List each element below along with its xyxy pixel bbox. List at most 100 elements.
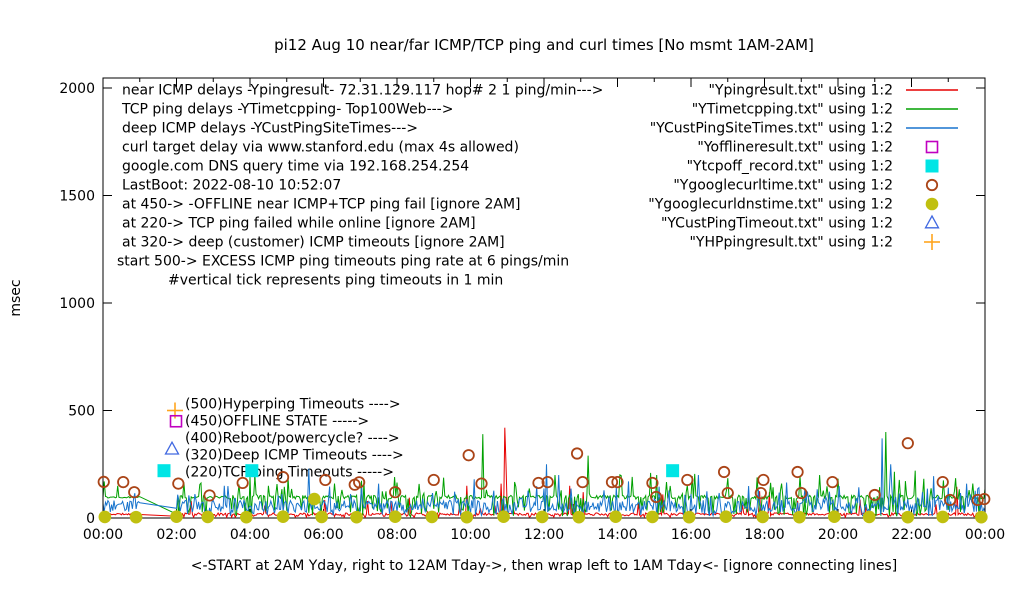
open-circle-point: [570, 447, 584, 460]
y-tick-label: 500: [68, 404, 95, 420]
value-label-marker: [157, 464, 171, 478]
annotation-line: start 500-> EXCESS ICMP ping timeouts pi…: [117, 254, 569, 270]
scatter-Ygooglecurldnstime-txt: [98, 492, 988, 524]
legend-label: "YTimetcpping.txt" using 1:2: [692, 102, 893, 118]
value-label-marker: [164, 440, 180, 455]
filled-circle-point: [862, 510, 876, 524]
y-tick-label: 1000: [59, 296, 95, 312]
legend-label: "Ypingresult.txt" using 1:2: [708, 83, 893, 99]
x-axis-caption: <-START at 2AM Yday, right to 12AM Tday-…: [191, 558, 897, 574]
x-tick-label: 16:00: [671, 527, 711, 543]
legend-marker: [925, 197, 939, 211]
filled-circle-point: [201, 510, 215, 524]
legend-marker: [925, 140, 939, 154]
open-circle-point: [462, 449, 475, 462]
open-circle-point: [868, 488, 881, 502]
filled-circle-point: [609, 510, 622, 524]
open-circle-point: [901, 437, 914, 450]
filled-circle-point: [170, 510, 183, 524]
open-circle-point: [978, 492, 991, 506]
annotation-line: deep ICMP delays -YCustPingSiteTimes--->: [122, 121, 418, 137]
series-line-YCustPingSiteTimes-txt: [103, 438, 985, 518]
scatter-Ytcpoff_record-txt: [245, 464, 680, 478]
open-circle-point: [605, 475, 619, 489]
legend-label: "YHPpingresult.txt" using 1:2: [689, 235, 893, 251]
filled-circle-point: [315, 510, 328, 524]
open-circle-point: [721, 486, 734, 500]
x-tick-label: 00:00: [965, 527, 1005, 543]
x-tick-label: 00:00: [83, 527, 123, 543]
y-tick-label: 1500: [59, 189, 95, 205]
open-circle-point: [319, 473, 332, 487]
open-circle-point: [649, 490, 663, 504]
legend-markers-layer: [906, 89, 958, 250]
filled-circle-point: [682, 510, 696, 524]
open-circle-point: [943, 493, 957, 507]
filled-square-point: [666, 464, 680, 478]
open-circle-point: [541, 475, 554, 489]
x-tick-label: 10:00: [450, 527, 490, 543]
open-circle-point: [128, 486, 141, 499]
legend-label: "Ygooglecurltime.txt" using 1:2: [673, 178, 893, 194]
filled-circle-point: [276, 510, 290, 524]
filled-circle-point: [646, 510, 659, 524]
x-tick-label: 20:00: [818, 527, 858, 543]
open-circle-point: [791, 465, 804, 479]
annotation-line: google.com DNS query time via 192.168.25…: [122, 159, 469, 175]
open-circle-point: [936, 475, 949, 489]
filled-circle-point: [828, 510, 841, 524]
open-circle-point: [532, 476, 545, 490]
annotation-line: at 220-> TCP ping failed while online [i…: [122, 216, 476, 232]
y-axis-label: msec: [8, 279, 24, 316]
legend-marker: [925, 178, 939, 192]
filled-circle-point: [98, 510, 112, 524]
filled-circle-point: [240, 510, 253, 524]
annotation-line: #vertical tick represents ping timeouts …: [168, 273, 503, 289]
open-circle-point: [795, 486, 808, 500]
x-tick-label: 12:00: [524, 527, 564, 543]
open-circle-point: [353, 476, 366, 489]
filled-circle-point: [388, 510, 402, 524]
open-circle-point: [203, 489, 216, 502]
legend-label: "Ygooglecurldnstime.txt" using 1:2: [648, 197, 893, 213]
open-circle-point: [971, 493, 984, 507]
annotation-line: near ICMP delays -Ypingresult- 72.31.129…: [122, 83, 603, 99]
open-circle-point: [427, 473, 440, 487]
open-circle-point: [475, 477, 488, 490]
filled-circle-point: [129, 510, 143, 524]
y-tick-label: 0: [86, 511, 95, 527]
open-circle-point: [717, 465, 731, 479]
scatter-layer: [97, 437, 991, 524]
filled-circle-point: [497, 510, 510, 524]
legend-label: "Yofflineresult.txt" using 1:2: [697, 140, 893, 156]
annotation-line: curl target delay via www.stanford.edu (…: [122, 140, 519, 156]
text-labels-layer: near ICMP delays -Ypingresult- 72.31.129…: [59, 81, 1005, 543]
filled-circle-point: [350, 510, 363, 524]
open-circle-point: [276, 471, 290, 484]
filled-circle-point: [756, 510, 769, 524]
open-circle-point: [754, 486, 767, 500]
series-line-YTimetcpping-txt: [103, 431, 985, 519]
value-label: (320)Deep ICMP Timeouts ---->: [185, 448, 404, 464]
value-label: (450)OFFLINE STATE ----->: [185, 414, 369, 430]
annotation-line: at 450-> -OFFLINE near ICMP+TCP ping fai…: [122, 197, 521, 213]
filled-circle-point: [936, 510, 950, 524]
open-circle-point: [236, 476, 249, 490]
annotation-line: at 320-> deep (customer) ICMP timeouts […: [122, 235, 505, 251]
filled-circle-point: [975, 510, 988, 524]
x-tick-label: 18:00: [744, 527, 784, 543]
filled-square-point: [245, 464, 259, 478]
filled-circle-point: [460, 510, 474, 524]
open-circle-point: [117, 475, 130, 489]
annotation-line: LastBoot: 2022-08-10 10:52:07: [122, 178, 341, 194]
x-tick-label: 08:00: [377, 527, 417, 543]
x-tick-label: 02:00: [156, 527, 196, 543]
chart-title: pi12 Aug 10 near/far ICMP/TCP ping and c…: [274, 36, 814, 54]
value-label: (500)Hyperping Timeouts ---->: [185, 397, 401, 413]
open-circle-point: [757, 473, 770, 487]
scatter-Ygooglecurltime-txt: [97, 437, 991, 507]
open-circle-point: [646, 476, 659, 490]
legend-label: "Ytcpoff_record.txt" using 1:2: [687, 159, 893, 175]
